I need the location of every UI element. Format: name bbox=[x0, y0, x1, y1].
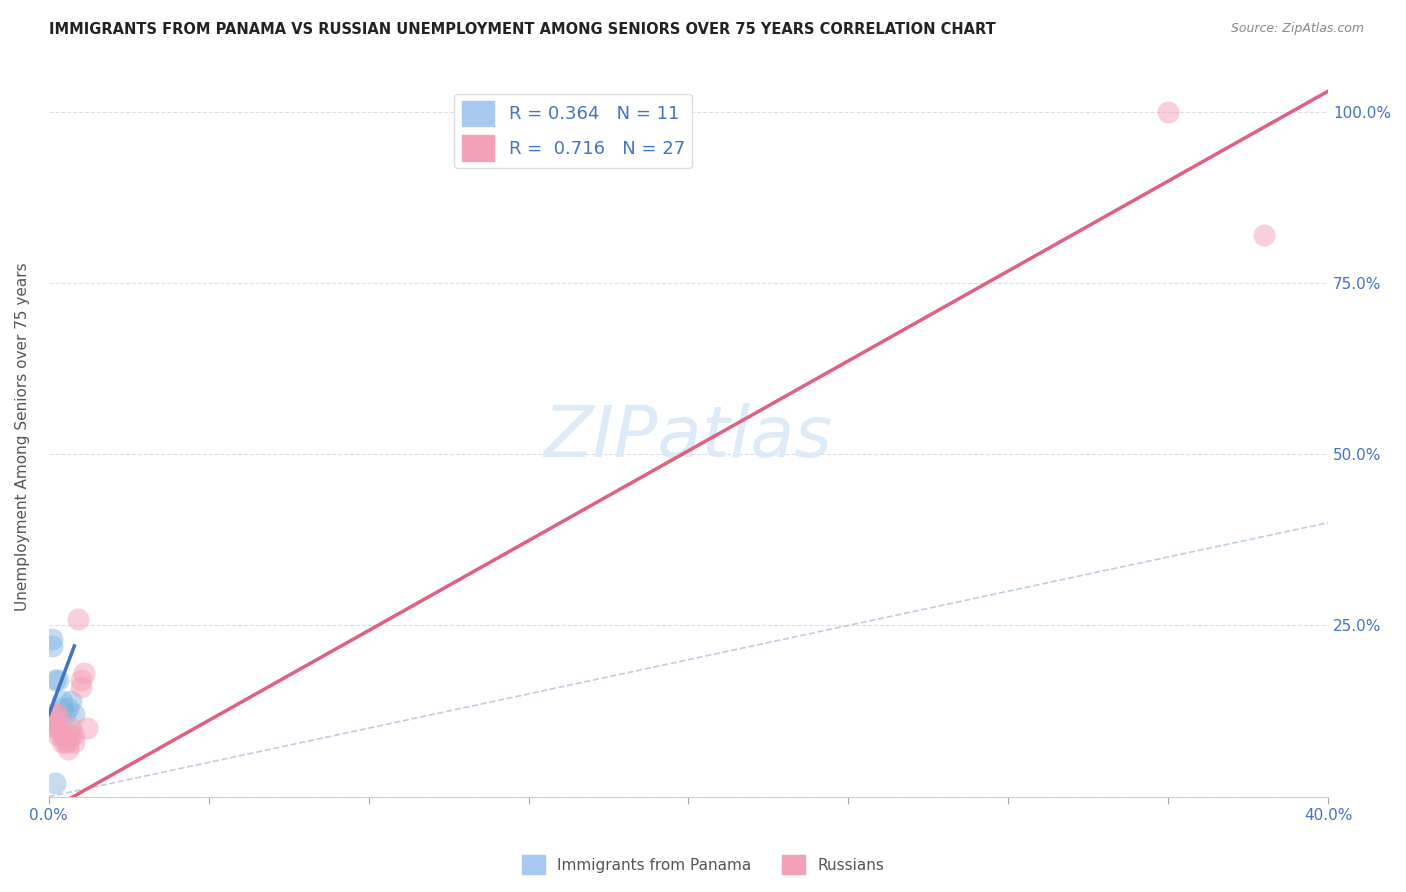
Point bbox=[44, 707, 66, 722]
Point bbox=[1157, 104, 1180, 119]
Point bbox=[46, 728, 69, 742]
Point bbox=[69, 680, 91, 694]
Point bbox=[53, 728, 76, 742]
Point bbox=[66, 611, 89, 625]
Point bbox=[51, 700, 73, 714]
Point bbox=[1253, 227, 1275, 242]
Point bbox=[41, 632, 63, 647]
Point bbox=[60, 728, 83, 742]
Legend: R = 0.364   N = 11, R =  0.716   N = 27: R = 0.364 N = 11, R = 0.716 N = 27 bbox=[454, 94, 692, 169]
Point bbox=[63, 707, 86, 722]
Point bbox=[51, 694, 73, 708]
Point bbox=[56, 735, 79, 749]
Point bbox=[41, 707, 63, 722]
Point bbox=[63, 735, 86, 749]
Text: IMMIGRANTS FROM PANAMA VS RUSSIAN UNEMPLOYMENT AMONG SENIORS OVER 75 YEARS CORRE: IMMIGRANTS FROM PANAMA VS RUSSIAN UNEMPL… bbox=[49, 22, 995, 37]
Point bbox=[51, 728, 73, 742]
Point bbox=[53, 707, 76, 722]
Point bbox=[60, 721, 83, 735]
Point bbox=[56, 700, 79, 714]
Point bbox=[51, 735, 73, 749]
Point bbox=[46, 721, 69, 735]
Legend: Immigrants from Panama, Russians: Immigrants from Panama, Russians bbox=[516, 849, 890, 880]
Point bbox=[41, 639, 63, 653]
Point bbox=[56, 728, 79, 742]
Point bbox=[76, 721, 98, 735]
Point bbox=[63, 728, 86, 742]
Point bbox=[73, 666, 96, 681]
Point bbox=[44, 673, 66, 688]
Text: Source: ZipAtlas.com: Source: ZipAtlas.com bbox=[1230, 22, 1364, 36]
Point bbox=[60, 694, 83, 708]
Point bbox=[69, 673, 91, 688]
Point bbox=[46, 673, 69, 688]
Point bbox=[46, 707, 69, 722]
Point bbox=[53, 735, 76, 749]
Y-axis label: Unemployment Among Seniors over 75 years: Unemployment Among Seniors over 75 years bbox=[15, 263, 30, 611]
Point bbox=[44, 714, 66, 729]
Point bbox=[44, 721, 66, 735]
Point bbox=[41, 714, 63, 729]
Point bbox=[56, 741, 79, 756]
Point bbox=[44, 776, 66, 790]
Point bbox=[53, 728, 76, 742]
Text: ZIPatlas: ZIPatlas bbox=[544, 402, 832, 472]
